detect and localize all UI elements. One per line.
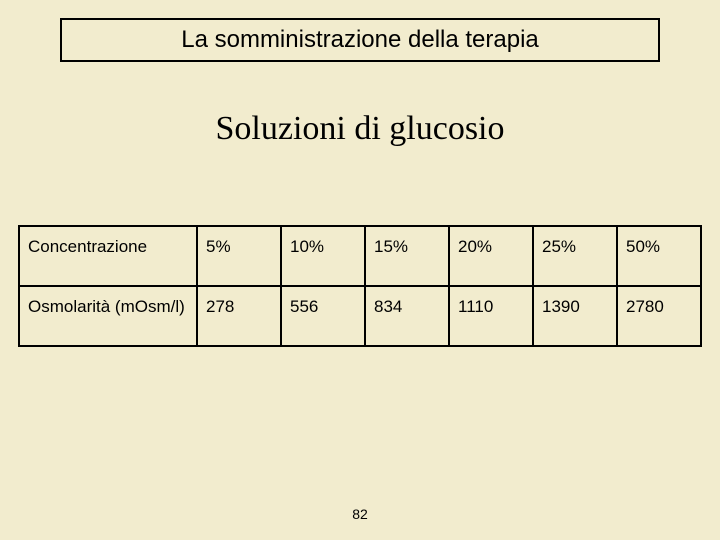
table-cell: 25% xyxy=(533,226,617,286)
header-title: La somministrazione della terapia xyxy=(62,26,658,54)
table-cell: 2780 xyxy=(617,286,701,346)
glucose-table: Concentrazione 5% 10% 15% 20% 25% 50% Os… xyxy=(18,225,702,347)
subtitle: Soluzioni di glucosio xyxy=(0,110,720,148)
table-cell: 50% xyxy=(617,226,701,286)
row-label: Osmolarità (mOsm/l) xyxy=(19,286,197,346)
table-cell: 10% xyxy=(281,226,365,286)
table-cell: 834 xyxy=(365,286,449,346)
row-label: Concentrazione xyxy=(19,226,197,286)
table-cell: 556 xyxy=(281,286,365,346)
table-cell: 1390 xyxy=(533,286,617,346)
table-row: Osmolarità (mOsm/l) 278 556 834 1110 139… xyxy=(19,286,701,346)
header-box: La somministrazione della terapia xyxy=(60,18,660,62)
table-row: Concentrazione 5% 10% 15% 20% 25% 50% xyxy=(19,226,701,286)
table-cell: 1110 xyxy=(449,286,533,346)
table-cell: 5% xyxy=(197,226,281,286)
table-cell: 15% xyxy=(365,226,449,286)
table-cell: 20% xyxy=(449,226,533,286)
page-number: 82 xyxy=(0,506,720,522)
table-cell: 278 xyxy=(197,286,281,346)
